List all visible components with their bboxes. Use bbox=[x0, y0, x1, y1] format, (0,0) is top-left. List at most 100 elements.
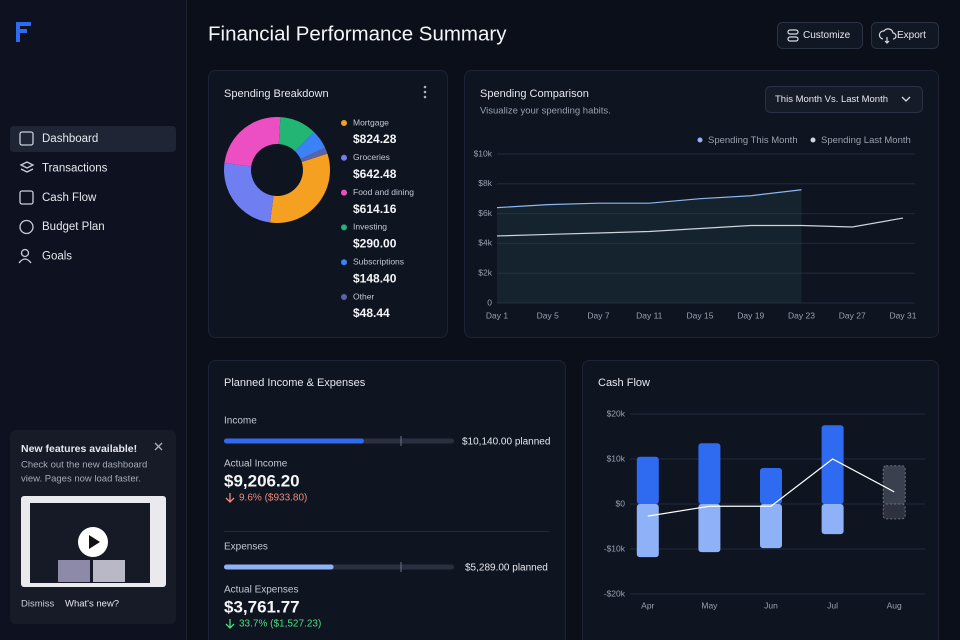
line bbox=[496, 217, 904, 237]
pie-slice bbox=[295, 132, 326, 160]
legend-dot bbox=[341, 259, 347, 266]
y-tick-label: $10k bbox=[474, 148, 493, 158]
promo-action[interactable]: Dismiss bbox=[21, 599, 54, 610]
x-tick-label: Day 27 bbox=[839, 310, 866, 320]
area bbox=[497, 189, 802, 303]
legend-label: Subscriptions bbox=[353, 256, 404, 266]
y-tick-label: $8k bbox=[478, 178, 492, 188]
y-tick-label: $20k bbox=[607, 408, 626, 418]
planned-label: $10,140.00 planned bbox=[462, 437, 550, 448]
x-tick-label: Apr bbox=[641, 600, 654, 610]
chevron bbox=[901, 96, 911, 102]
dot bbox=[423, 90, 427, 94]
pie-slice bbox=[224, 117, 281, 167]
x-tick-label: Jun bbox=[764, 600, 778, 610]
card-title: Planned Income & Expenses bbox=[224, 377, 366, 389]
nav-item[interactable]: Transactions bbox=[42, 163, 108, 175]
promo-action[interactable]: What's new? bbox=[65, 599, 119, 610]
card-title: Spending Breakdown bbox=[224, 88, 329, 100]
x-tick-label: Aug bbox=[887, 600, 902, 610]
legend-dot bbox=[810, 137, 816, 143]
button-label[interactable]: Customize bbox=[803, 30, 851, 41]
customize-button[interactable] bbox=[777, 22, 863, 49]
icon bbox=[787, 29, 799, 35]
icon bbox=[878, 28, 897, 44]
menu-button[interactable] bbox=[423, 85, 427, 99]
legend-label: Groceries bbox=[353, 152, 390, 162]
actual-label: Actual Income bbox=[224, 459, 288, 470]
dot bbox=[423, 85, 427, 89]
icon bbox=[19, 219, 34, 235]
button-label[interactable]: Export bbox=[897, 30, 926, 41]
legend-dot bbox=[341, 120, 347, 126]
dropdown-label[interactable]: This Month Vs. Last Month bbox=[775, 94, 888, 105]
bar bbox=[636, 504, 659, 558]
y-tick-label: 0 bbox=[487, 297, 492, 307]
legend-value: $290.00 bbox=[353, 237, 397, 251]
pie-slice bbox=[270, 153, 331, 223]
x-tick-label: Day 1 bbox=[486, 310, 508, 320]
icon bbox=[18, 258, 32, 264]
page-title: Financial Performance Summary bbox=[208, 22, 507, 45]
pie-slice bbox=[224, 162, 274, 223]
actual-value: $3,761.77 bbox=[224, 597, 300, 616]
legend-dot bbox=[697, 137, 703, 143]
bar bbox=[760, 468, 782, 504]
x-tick-label: Day 15 bbox=[687, 310, 714, 320]
icon bbox=[19, 190, 34, 205]
item-label: Expenses bbox=[224, 542, 268, 553]
bar bbox=[760, 504, 782, 549]
y-tick-label: $6k bbox=[478, 208, 492, 218]
item-label: Income bbox=[224, 416, 257, 427]
progress-fill bbox=[224, 564, 334, 570]
progress-fill bbox=[224, 438, 364, 444]
legend-dot bbox=[341, 154, 347, 161]
y-tick-label: $4k bbox=[478, 238, 492, 248]
legend-value: $48.44 bbox=[353, 306, 390, 320]
logo-bar bbox=[16, 22, 31, 26]
legend-label: Food and dining bbox=[353, 187, 414, 197]
nav-item[interactable]: Dashboard bbox=[42, 133, 98, 145]
legend-dot bbox=[341, 224, 347, 231]
card bbox=[208, 360, 566, 640]
card bbox=[464, 70, 939, 338]
bar bbox=[882, 465, 906, 505]
x-tick-label: May bbox=[701, 600, 718, 610]
promo-text: Check out the new dashboard bbox=[21, 460, 147, 471]
x-tick-label: Day 19 bbox=[737, 310, 764, 320]
logo[interactable] bbox=[16, 22, 31, 42]
icon bbox=[19, 161, 35, 173]
bar bbox=[636, 456, 659, 504]
legend-value: $824.28 bbox=[353, 132, 397, 146]
icon bbox=[19, 131, 34, 146]
card-subtitle: Visualize your spending habits. bbox=[480, 106, 611, 117]
x-tick-label: Day 31 bbox=[890, 310, 917, 320]
legend-label: Spending This Month bbox=[708, 135, 798, 146]
planned-label: $5,289.00 planned bbox=[465, 563, 548, 574]
actual-label: Actual Expenses bbox=[224, 585, 299, 596]
promo-thumbnail[interactable] bbox=[21, 496, 166, 587]
nav-icons bbox=[18, 131, 35, 264]
change-arrow bbox=[225, 619, 235, 629]
x-tick-label: Day 11 bbox=[636, 310, 663, 320]
line bbox=[647, 458, 895, 517]
nav-item[interactable]: Cash Flow bbox=[42, 192, 97, 204]
button-icons bbox=[787, 28, 897, 44]
nav-active bbox=[10, 126, 176, 152]
close-button[interactable] bbox=[154, 442, 163, 451]
play-icon bbox=[89, 535, 100, 549]
filter-dropdown[interactable] bbox=[765, 86, 923, 113]
y-tick-label: $10k bbox=[607, 453, 626, 463]
bar bbox=[698, 443, 721, 504]
bar bbox=[821, 425, 844, 504]
nav-item[interactable]: Budget Plan bbox=[42, 221, 105, 233]
card-title: Cash Flow bbox=[598, 377, 650, 389]
line bbox=[496, 189, 802, 209]
thumbnail-image bbox=[93, 560, 125, 582]
nav-item[interactable]: Goals bbox=[42, 251, 72, 263]
icon bbox=[787, 36, 799, 42]
change-arrow bbox=[225, 493, 235, 503]
thumbnail-image bbox=[58, 560, 90, 582]
legend-label: Investing bbox=[353, 222, 387, 232]
